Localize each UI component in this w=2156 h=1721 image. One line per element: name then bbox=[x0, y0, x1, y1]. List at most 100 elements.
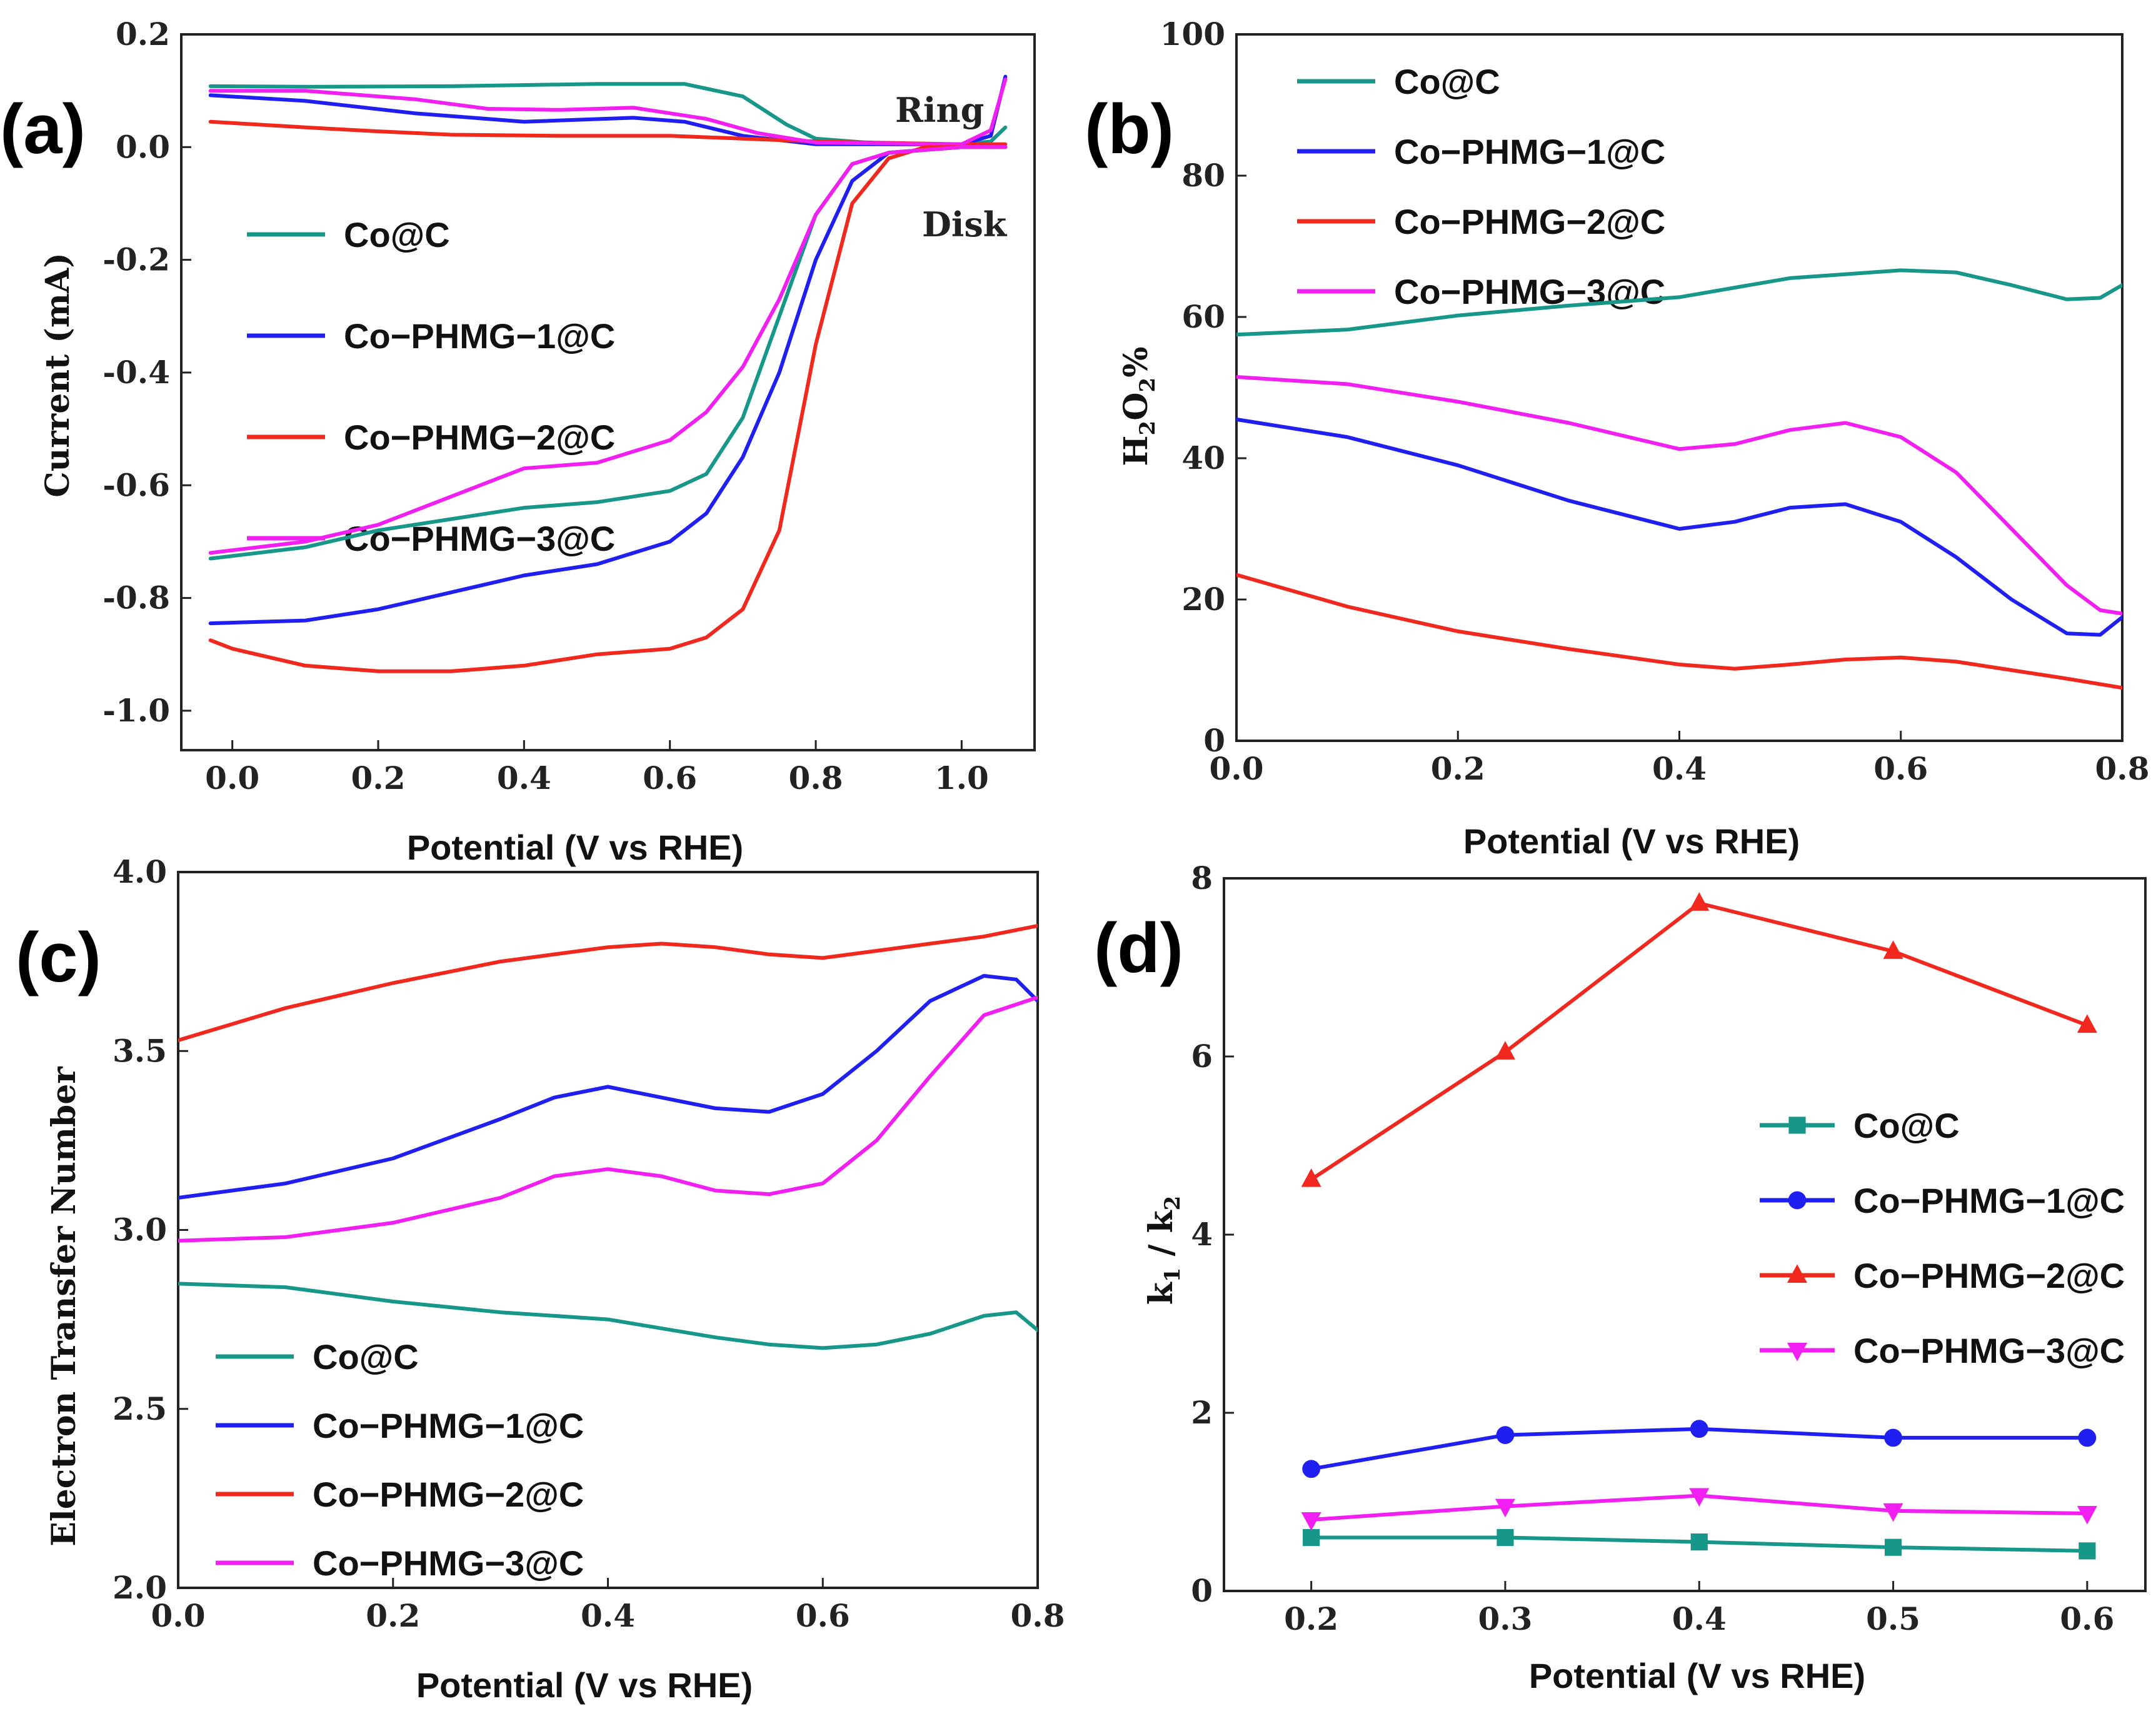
series-line-co-phmg-1-c bbox=[178, 974, 1038, 1200]
legend-label: Co−PHMG−1@C bbox=[1394, 132, 1665, 171]
x-tick-label: 0.2 bbox=[1431, 750, 1485, 787]
y-tick-label: 80 bbox=[1181, 157, 1225, 194]
x-tick-label: 1.0 bbox=[935, 760, 989, 796]
data-point-marker bbox=[2078, 1542, 2096, 1560]
y-tick-label: -0.8 bbox=[103, 580, 170, 616]
y-tick-label: 2 bbox=[1191, 1394, 1213, 1431]
legend-label: Co−PHMG−3@C bbox=[313, 1543, 584, 1583]
x-tick-label: 0.0 bbox=[1210, 750, 1264, 787]
x-tick-label: 0.4 bbox=[497, 760, 551, 796]
data-point-marker bbox=[1689, 1488, 1710, 1507]
legend-label: Co@C bbox=[1394, 62, 1500, 101]
y-tick-label: 40 bbox=[1181, 439, 1225, 476]
panel-b-legend: Co@C Co−PHMG−1@C Co−PHMG−2@C Co−PHMG−3@C bbox=[1297, 62, 1665, 311]
panel-a-legend: Co@C Co−PHMG−1@C Co−PHMG−2@C Co−PHMG−3@C bbox=[247, 215, 615, 558]
legend-label: Co−PHMG−2@C bbox=[1853, 1256, 2125, 1295]
y-tick-label: -1.0 bbox=[103, 692, 170, 729]
data-point-marker bbox=[1883, 1503, 1903, 1522]
y-tick-label: 100 bbox=[1160, 16, 1225, 53]
panel-c: (c) Electron Transfer Number Potential (… bbox=[16, 853, 1065, 1705]
series-line-co-phmg-2-c bbox=[178, 923, 1038, 1043]
panel-a-label: (a) bbox=[0, 90, 86, 168]
y-tick-label: 0.0 bbox=[116, 128, 170, 165]
data-point-marker bbox=[1301, 1168, 1321, 1187]
disk-annotation: Disk bbox=[922, 204, 1008, 244]
y-tick-label: -0.6 bbox=[103, 466, 170, 503]
x-tick-label: 0.8 bbox=[2095, 750, 2150, 787]
data-point-marker bbox=[1495, 1041, 1515, 1060]
panel-a-plot-frame bbox=[180, 33, 1036, 751]
y-tick-label: 2.5 bbox=[113, 1390, 167, 1427]
panel-a-ylabel: Current (mA) bbox=[39, 253, 77, 498]
y-tick-label: 20 bbox=[1181, 581, 1225, 618]
x-tick-label: 0.2 bbox=[1284, 1600, 1338, 1637]
legend-label: Co−PHMG−3@C bbox=[1853, 1331, 2125, 1370]
series-line-co-phmg-2-c bbox=[1309, 901, 2089, 1182]
y-tick-label: -0.2 bbox=[103, 241, 170, 278]
data-point-marker bbox=[2077, 1014, 2097, 1033]
legend-label: Co@C bbox=[1853, 1106, 1960, 1145]
y-tick-label: 0 bbox=[1203, 722, 1225, 759]
series-line-co-c bbox=[178, 1282, 1038, 1350]
legend-label: Co−PHMG−1@C bbox=[313, 1406, 584, 1445]
legend-label: Co−PHMG−2@C bbox=[1394, 202, 1665, 241]
series-line-co-phmg-2-c bbox=[208, 145, 1008, 673]
data-point-marker bbox=[1787, 1264, 1807, 1283]
y-tick-label: 2.0 bbox=[113, 1569, 167, 1606]
panel-d-xlabel: Potential (V vs RHE) bbox=[1529, 1656, 1865, 1695]
y-tick-label: -0.4 bbox=[103, 354, 170, 391]
x-tick-label: 0.6 bbox=[2060, 1600, 2114, 1637]
x-tick-label: 0.0 bbox=[205, 760, 259, 796]
data-point-marker bbox=[2077, 1506, 2097, 1525]
data-point-marker bbox=[1303, 1528, 1320, 1547]
panel-d-label: (d) bbox=[1094, 909, 1183, 987]
legend-label: Co−PHMG−2@C bbox=[313, 1475, 584, 1514]
legend-label: Co@C bbox=[344, 215, 450, 254]
panel-a: (a) Current (mA) Potential (V vs RHE) Ri… bbox=[0, 16, 1036, 867]
x-tick-label: 0.0 bbox=[151, 1597, 206, 1634]
panel-b: (b) H2O2% Potential (V vs RHE) Co@C Co−PH… bbox=[1085, 16, 2150, 861]
x-tick-label: 0.2 bbox=[351, 760, 406, 796]
legend-label: Co−PHMG−2@C bbox=[344, 418, 615, 457]
x-tick-label: 0.3 bbox=[1478, 1600, 1532, 1637]
panel-b-ylabel: H2O2% bbox=[1117, 346, 1160, 466]
y-tick-label: 0.2 bbox=[116, 16, 170, 53]
panel-b-label: (b) bbox=[1085, 90, 1174, 168]
y-tick-label: 4 bbox=[1191, 1216, 1213, 1253]
x-tick-label: 0.6 bbox=[796, 1597, 850, 1634]
data-point-marker bbox=[1787, 1343, 1807, 1362]
y-tick-label: 3.5 bbox=[113, 1032, 167, 1069]
data-point-marker bbox=[1788, 1191, 1807, 1210]
x-tick-label: 0.8 bbox=[1011, 1597, 1065, 1634]
y-tick-label: 4.0 bbox=[113, 853, 167, 890]
y-tick-label: 6 bbox=[1191, 1038, 1213, 1075]
data-point-marker bbox=[1884, 1428, 1902, 1447]
series-line-co-phmg-3-c bbox=[208, 145, 1008, 555]
y-tick-label: 0 bbox=[1191, 1572, 1213, 1609]
x-tick-label: 0.4 bbox=[1672, 1600, 1727, 1637]
series-line-co-phmg-2-c bbox=[208, 119, 1008, 146]
x-tick-label: 0.5 bbox=[1866, 1600, 1920, 1637]
data-point-marker bbox=[1690, 1533, 1708, 1551]
panel-a-xlabel: Potential (V vs RHE) bbox=[407, 828, 743, 867]
panel-c-legend: Co@C Co−PHMG−1@C Co−PHMG−2@C Co−PHMG−3@C bbox=[216, 1337, 584, 1583]
series-line-co-phmg-3-c bbox=[208, 78, 1008, 146]
data-point-marker bbox=[1690, 1420, 1708, 1438]
ring-annotation: Ring bbox=[895, 90, 984, 130]
data-point-marker bbox=[1689, 892, 1710, 911]
y-tick-label: 60 bbox=[1181, 298, 1225, 335]
y-tick-label: 8 bbox=[1191, 860, 1213, 896]
data-point-marker bbox=[1495, 1498, 1515, 1518]
series-line-co-phmg-3-c bbox=[178, 995, 1038, 1243]
panel-c-xlabel: Potential (V vs RHE) bbox=[416, 1665, 753, 1705]
data-point-marker bbox=[1788, 1116, 1806, 1134]
panel-d: (d) k1 / k2 Potential (V vs RHE) Co@C Co−… bbox=[1094, 860, 2147, 1695]
legend-label: Co−PHMG−3@C bbox=[344, 519, 615, 558]
panel-c-label: (c) bbox=[16, 918, 101, 996]
x-tick-label: 0.6 bbox=[1873, 750, 1928, 787]
x-tick-label: 0.4 bbox=[1652, 750, 1707, 787]
series-line-co-phmg-2-c bbox=[1236, 573, 2122, 690]
x-tick-label: 0.4 bbox=[581, 1597, 635, 1634]
series-line-co-phmg-1-c bbox=[208, 145, 1008, 626]
series-line-co-phmg-1-c bbox=[1236, 417, 2122, 637]
